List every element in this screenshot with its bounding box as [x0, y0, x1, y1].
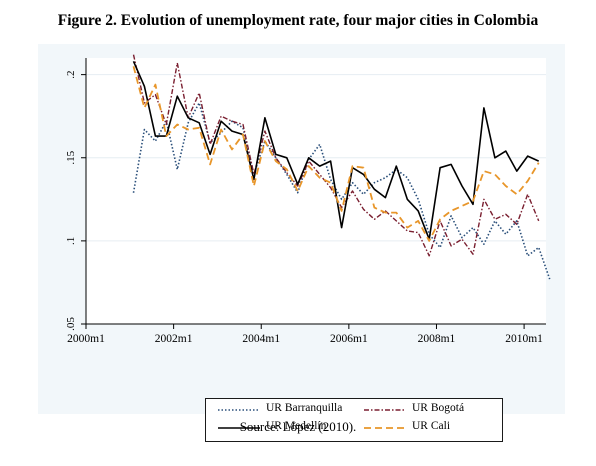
series-line-medellin [132, 60, 540, 240]
x-tick-label: 2006m1 [330, 333, 368, 345]
legend-swatch-cali [364, 427, 406, 429]
y-tick-label: .15 [65, 150, 77, 164]
line-chart: .05 .1 .15 .2 2000m1 2002m1 2004m1 2006m1 2008m1… [65, 54, 551, 345]
x-tick-label: 2000m1 [67, 333, 105, 345]
series-line-barranquilla [132, 102, 551, 280]
series-line-cali [132, 66, 540, 242]
legend-label: UR Medellín [266, 420, 327, 432]
legend-label: UR Bogotá [412, 402, 465, 414]
chart-legend: UR Barranquilla UR Bogotá UR Medellín UR… [205, 398, 503, 442]
figure-title: Figure 2. Evolution of unemployment rate… [57, 12, 539, 29]
y-tick-label: .05 [65, 317, 77, 331]
y-tick-label: .1 [65, 237, 77, 245]
y-tick-label: .2 [65, 71, 77, 79]
x-tick-label: 2008m1 [418, 333, 456, 345]
legend-swatch-bogota [364, 409, 406, 411]
legend-label: UR Cali [412, 420, 451, 432]
plot-area [86, 58, 546, 324]
legend-swatch-barranquilla [218, 409, 260, 411]
x-tick-label: 2002m1 [155, 333, 193, 345]
legend-swatch-medellin [218, 427, 260, 429]
legend-label: UR Barranquilla [266, 402, 343, 414]
x-tick-label: 2010m1 [505, 333, 543, 345]
figure-source: Source: López (2010). [239, 419, 357, 434]
x-tick-label: 2004m1 [242, 333, 280, 345]
chart-panel: .05 .1 .15 .2 2000m1 2002m1 2004m1 2006m1 2008m1… [38, 44, 565, 442]
